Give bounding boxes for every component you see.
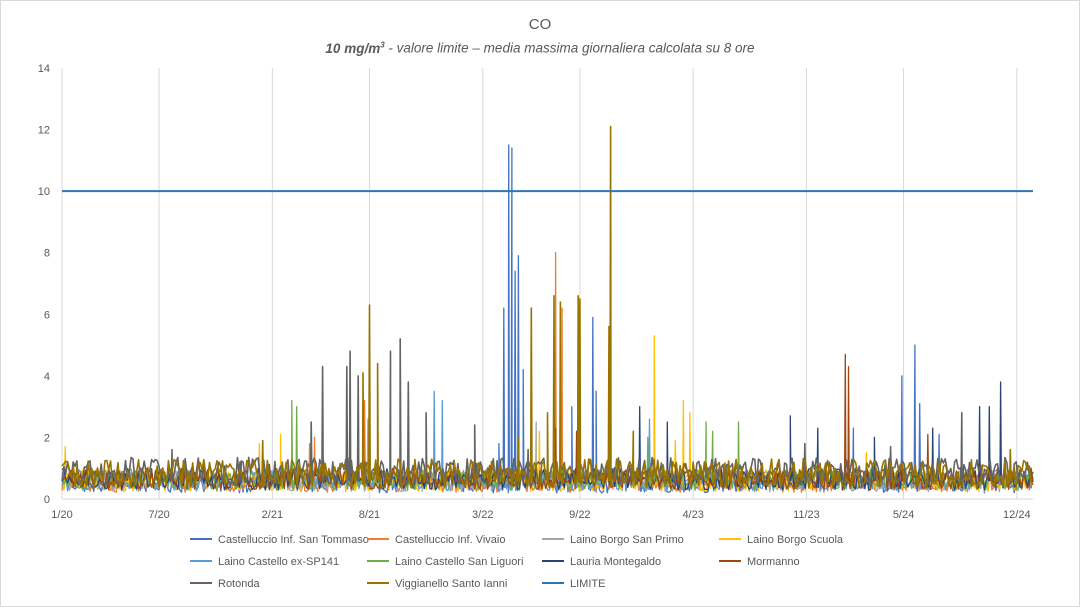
x-tick-label: 8/21 (359, 509, 380, 521)
legend-swatch (719, 560, 741, 563)
legend-item: Lauria Montegaldo (542, 556, 661, 568)
legend-swatch (542, 582, 564, 585)
legend-item: Laino Borgo Scuola (719, 534, 843, 546)
x-tick-label: 7/20 (148, 509, 169, 521)
legend-label: Castelluccio Inf. San Tommaso (218, 534, 369, 546)
x-tick-label: 5/24 (893, 509, 914, 521)
legend-label: Rotonda (218, 578, 260, 590)
y-tick-label: 10 (38, 186, 50, 198)
x-tick-label: 4/23 (682, 509, 703, 521)
legend-swatch (367, 560, 389, 563)
y-tick-label: 14 (38, 63, 50, 75)
legend-item: Viggianello Santo Ianni (367, 578, 507, 590)
legend-swatch (367, 582, 389, 585)
legend-swatch (719, 538, 741, 541)
legend-item: LIMITE (542, 578, 605, 590)
legend-label: Lauria Montegaldo (570, 556, 662, 568)
x-tick-label: 11/23 (793, 509, 820, 521)
legend-label: Laino Borgo Scuola (747, 534, 844, 546)
y-tick-label: 4 (44, 371, 50, 383)
legend-label: Laino Borgo San Primo (570, 534, 684, 546)
legend-swatch (542, 538, 564, 541)
x-tick-label: 2/21 (262, 509, 283, 521)
y-tick-label: 6 (44, 309, 50, 321)
y-tick-label: 0 (44, 494, 50, 506)
legend-item: Castelluccio Inf. San Tommaso (190, 534, 369, 546)
subtitle-text: - valore limite – media massima giornali… (384, 40, 755, 56)
legend-swatch (190, 582, 212, 585)
legend-item: Rotonda (190, 578, 260, 590)
legend-label: Laino Castello ex-SP141 (218, 556, 340, 568)
chart-subtitle: 10 mg/m3 - valore limite – media massima… (0, 40, 1080, 56)
chart-title: CO (528, 16, 552, 33)
legend-label: Laino Castello San Liguori (395, 556, 524, 568)
x-tick-label: 9/22 (569, 509, 590, 521)
series-line-9 (61, 125, 1034, 489)
y-tick-label: 2 (44, 432, 50, 444)
legend-swatch (542, 560, 564, 563)
legend-item: Laino Borgo San Primo (542, 534, 684, 546)
limit-value: 10 mg/m3 (325, 40, 385, 56)
legend-item: Laino Castello San Liguori (367, 556, 523, 568)
legend-item: Mormanno (719, 556, 800, 568)
y-tick-label: 8 (44, 248, 50, 260)
legend-item: Laino Castello ex-SP141 (190, 556, 339, 568)
series-line-8 (61, 338, 1034, 486)
y-tick-label: 12 (38, 125, 50, 137)
legend-label: Viggianello Santo Ianni (395, 578, 508, 590)
legend-item: Castelluccio Inf. Vivaio (367, 534, 505, 546)
x-tick-label: 12/24 (1003, 509, 1031, 521)
legend-label: Castelluccio Inf. Vivaio (395, 534, 506, 546)
legend-swatch (190, 560, 212, 563)
legend-label: LIMITE (570, 578, 606, 590)
legend-swatch (367, 538, 389, 541)
x-tick-label: 1/20 (51, 509, 72, 521)
legend-label: Mormanno (747, 556, 800, 568)
x-tick-label: 3/22 (472, 509, 493, 521)
legend-swatch (190, 538, 212, 541)
